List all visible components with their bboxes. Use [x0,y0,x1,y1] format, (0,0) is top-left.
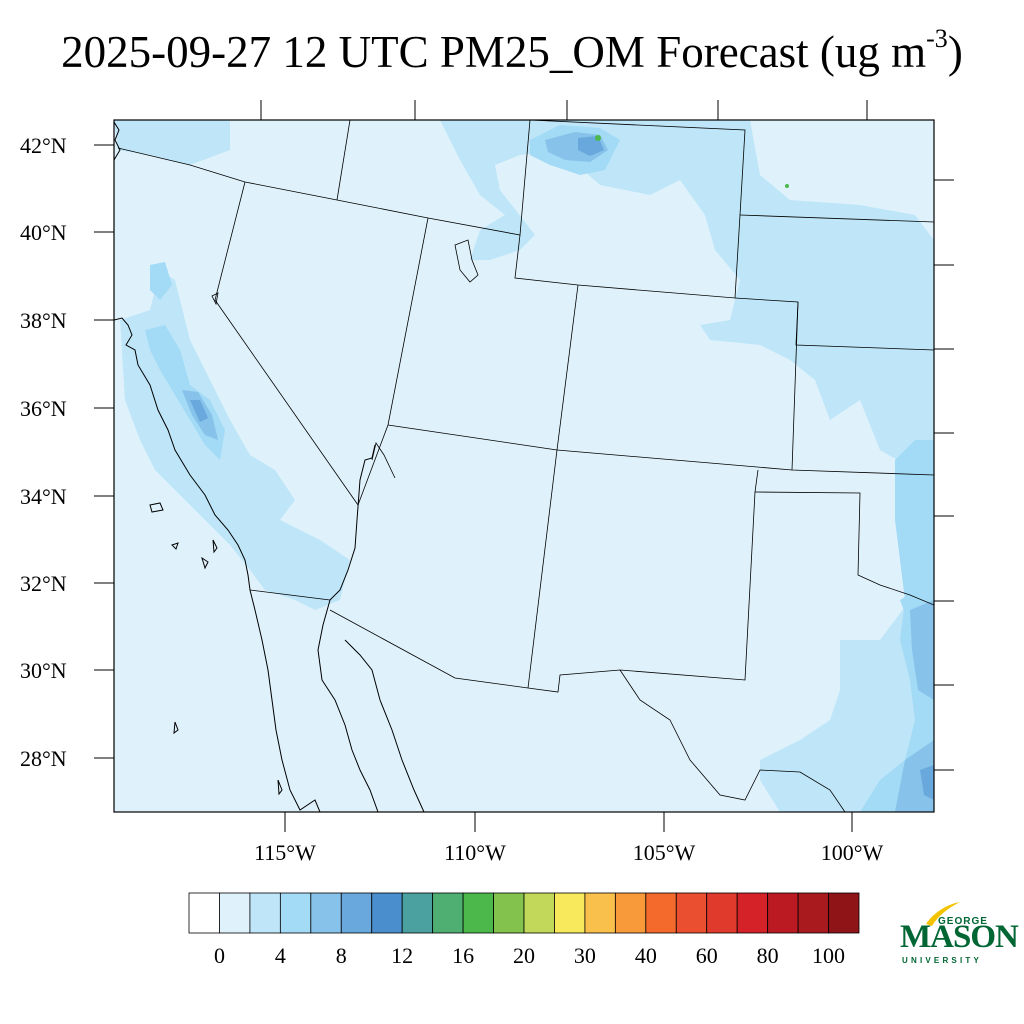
colorbar-tick-label: 8 [336,943,347,968]
colorbar-swatch [493,892,525,934]
lat-label: 32°N [20,571,67,596]
colorbar-tick-label: 0 [214,943,225,968]
logo-main-word: MASON [900,919,1019,955]
concentration-field [114,120,934,812]
colorbar-labels: 0 4 8 12 16 20 30 40 60 80 100 [214,943,845,968]
colorbar-tick-label: 100 [812,943,845,968]
colorbar-swatch [584,892,616,934]
colorbar-tick-label: 20 [513,943,535,968]
colorbar-swatch [736,892,769,934]
logo-top-word: GEORGE [938,916,988,927]
colorbar-swatch [554,892,586,934]
axis-ticks [94,100,954,832]
longitude-labels: 115°W 110°W 105°W 100°W [254,840,883,865]
colorbar-swatch [371,892,403,934]
colorbar-swatch [675,892,708,934]
lat-label: 40°N [20,220,67,245]
colorbar-tick-label: 12 [391,943,413,968]
lon-label: 105°W [633,840,696,865]
map-frame [113,119,935,813]
level-16-regions [190,136,934,800]
coastlines [114,121,425,812]
colorbar-swatch [188,892,220,934]
state-borders [117,120,934,812]
colorbar-swatch [462,892,494,934]
map-title-close: ) [947,27,963,77]
colorbar-swatch [432,892,464,934]
latitude-labels: 42°N 40°N 38°N 36°N 34°N 32°N 30°N 28°N [20,133,67,771]
colorbar-swatch [828,892,860,934]
colorbar-tick-label: 60 [696,943,718,968]
colorbar-swatch [614,892,647,934]
colorbar-swatch [645,892,677,934]
colorbar-swatch [401,892,434,934]
map-title-superscript: -3 [926,24,948,53]
colorbar-swatch [340,892,373,934]
lat-label: 38°N [20,308,67,333]
level-peak-spots [595,135,789,188]
lon-label: 110°W [444,840,506,865]
colorbar-tick-label: 4 [275,943,286,968]
colorbar-swatch [310,892,342,934]
lat-label: 42°N [20,133,67,158]
colorbar-swatch [706,892,738,934]
lat-label: 30°N [20,658,67,683]
colorbar-swatch [249,892,281,934]
colorbar-swatch [767,892,799,934]
colorbar [188,892,860,934]
lon-label: 115°W [254,840,316,865]
colorbar-tick-label: 16 [452,943,474,968]
logo-swoosh-icon [926,902,960,926]
lakes [211,239,479,306]
gmu-logo: GEORGE MASON UNIVERSITY [898,902,1019,972]
colorbar-tick-label: 80 [757,943,779,968]
colorbar-swatch [797,892,829,934]
colorbar-tick-label: 40 [635,943,657,968]
lon-label: 100°W [821,840,884,865]
colorbar-swatch [523,892,555,934]
map-title-text: 2025-09-27 12 UTC PM25_OM Forecast (ug m [61,27,927,77]
colorbar-swatch [279,892,312,934]
lat-label: 34°N [20,484,67,509]
logo-bottom-word: UNIVERSITY [902,956,983,965]
colorbar-tick-label: 30 [574,943,596,968]
map-title: 2025-09-27 12 UTC PM25_OM Forecast (ug m… [0,22,1024,82]
lat-label: 36°N [20,396,67,421]
colorbar-swatch [219,892,251,934]
lat-label: 28°N [20,746,67,771]
